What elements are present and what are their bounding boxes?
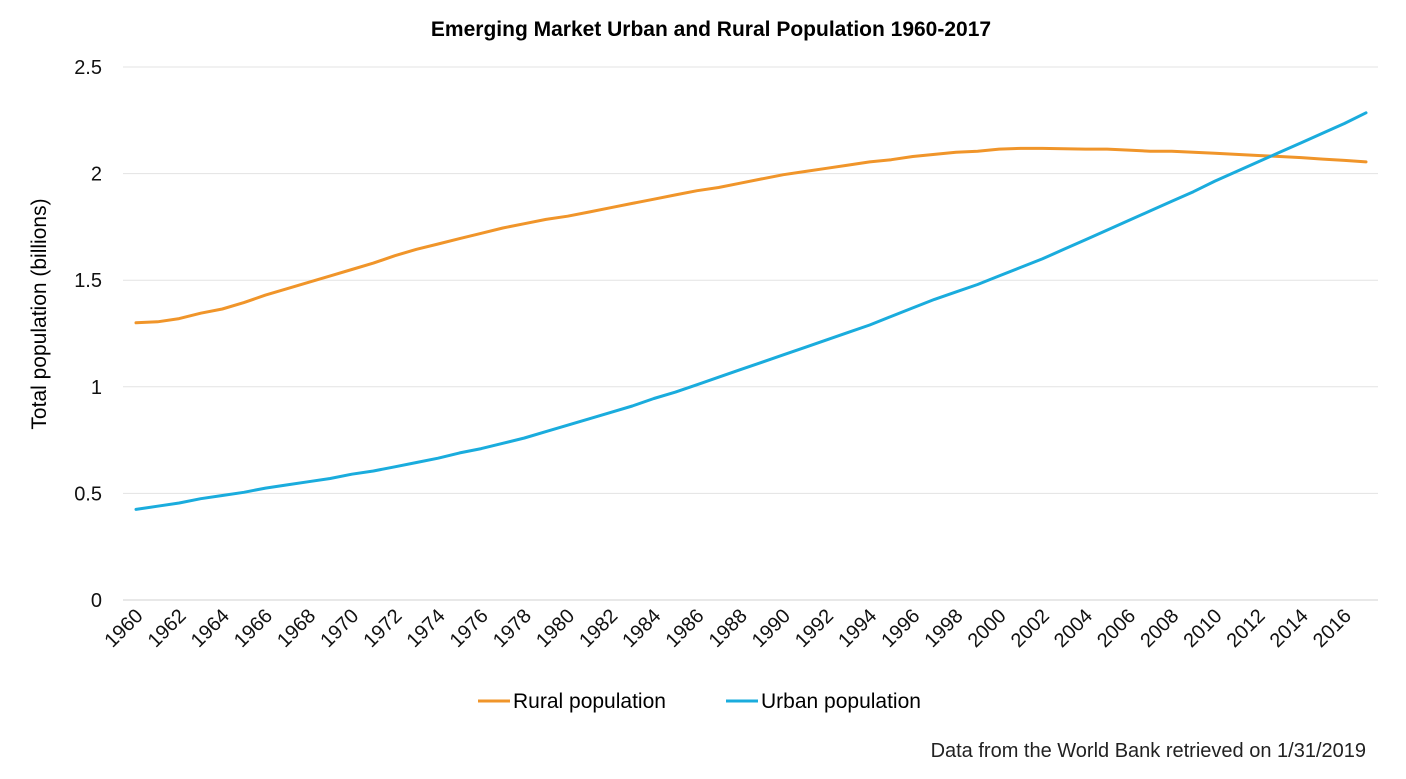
x-tick-label: 2004 bbox=[1050, 605, 1097, 652]
x-tick-label: 2014 bbox=[1266, 605, 1313, 652]
x-tick-label: 1996 bbox=[877, 605, 924, 652]
y-axis-ticks: 0 0.5 1 1.5 2 2.5 bbox=[74, 57, 102, 612]
x-tick-label: 1974 bbox=[403, 605, 450, 652]
y-tick-label: 2.5 bbox=[74, 57, 102, 79]
source-note: Data from the World Bank retrieved on 1/… bbox=[931, 740, 1366, 762]
series-lines bbox=[134, 111, 1368, 511]
y-tick-label: 2 bbox=[91, 164, 102, 186]
x-tick-label: 2010 bbox=[1179, 605, 1226, 652]
x-tick-label: 1988 bbox=[705, 605, 752, 652]
x-tick-label: 2012 bbox=[1223, 605, 1270, 652]
x-tick-label: 1978 bbox=[489, 605, 536, 652]
y-tick-label: 0.5 bbox=[74, 483, 102, 505]
x-tick-label: 1986 bbox=[662, 605, 709, 652]
legend: Rural population Urban population bbox=[478, 690, 921, 713]
x-tick-label: 2000 bbox=[964, 605, 1011, 652]
x-tick-label: 1972 bbox=[359, 605, 406, 652]
x-tick-label: 1960 bbox=[101, 605, 148, 652]
x-tick-label: 1962 bbox=[144, 605, 191, 652]
x-tick-label: 1990 bbox=[748, 605, 795, 652]
x-tick-label: 1998 bbox=[921, 605, 968, 652]
x-tick-label: 2006 bbox=[1093, 605, 1140, 652]
x-tick-label: 2002 bbox=[1007, 605, 1054, 652]
legend-label-rural: Rural population bbox=[513, 690, 666, 713]
chart-title: Emerging Market Urban and Rural Populati… bbox=[431, 18, 991, 41]
y-tick-label: 1 bbox=[91, 377, 102, 399]
x-tick-label: 1980 bbox=[532, 605, 579, 652]
series-line-urban bbox=[134, 111, 1368, 511]
x-tick-label: 1976 bbox=[446, 605, 493, 652]
x-tick-label: 1982 bbox=[575, 605, 622, 652]
series-line-rural bbox=[134, 146, 1368, 325]
y-tick-label: 1.5 bbox=[74, 270, 102, 292]
x-tick-label: 2008 bbox=[1136, 605, 1183, 652]
x-tick-label: 1968 bbox=[273, 605, 320, 652]
gridlines bbox=[123, 66, 1378, 601]
x-tick-label: 1984 bbox=[618, 605, 665, 652]
x-tick-label: 1964 bbox=[187, 605, 234, 652]
x-tick-label: 1970 bbox=[316, 605, 363, 652]
y-tick-label: 0 bbox=[91, 590, 102, 612]
y-axis-label: Total population (billions) bbox=[28, 198, 51, 429]
x-tick-label: 1992 bbox=[791, 605, 838, 652]
x-tick-label: 1994 bbox=[834, 605, 881, 652]
x-tick-label: 1966 bbox=[230, 605, 277, 652]
legend-label-urban: Urban population bbox=[761, 690, 921, 713]
x-axis-ticks: 1960196219641966196819701972197419761978… bbox=[101, 605, 1356, 652]
x-tick-label: 2016 bbox=[1309, 605, 1356, 652]
